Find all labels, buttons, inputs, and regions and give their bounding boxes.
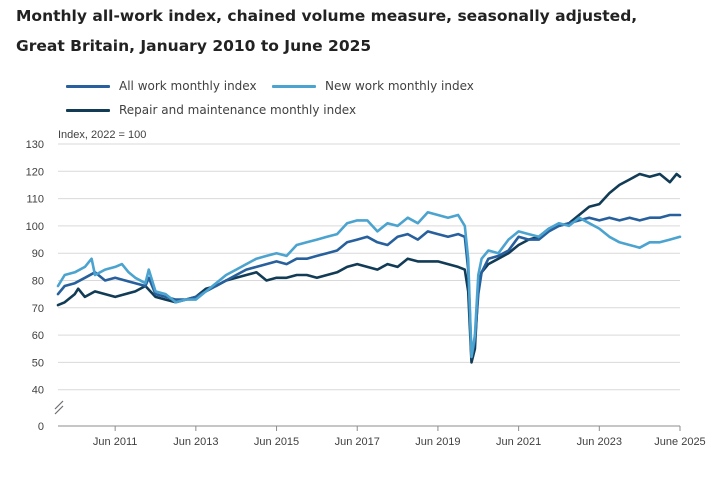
legend-swatch-new-work bbox=[272, 84, 316, 88]
y-tick-label-50: 50 bbox=[32, 357, 44, 369]
x-tick-label: Jun 2013 bbox=[173, 436, 218, 448]
series-line-all-work bbox=[56, 213, 682, 359]
legend-item-new-work: New work monthly index bbox=[272, 79, 474, 93]
y-tick-label-120: 120 bbox=[26, 166, 44, 178]
x-tick-label: Jun 2011 bbox=[93, 436, 137, 448]
y-axis-break-icon bbox=[54, 400, 64, 415]
chart-title-line-1: Monthly all-work index, chained volume m… bbox=[16, 7, 638, 25]
x-tick-label: June 2025 bbox=[654, 436, 705, 448]
y-tick-label-40: 40 bbox=[32, 385, 44, 397]
legend-label-all-work: All work monthly index bbox=[119, 79, 257, 93]
legend-label-new-work: New work monthly index bbox=[325, 79, 474, 93]
legend-swatch-repair bbox=[66, 108, 110, 112]
series-line-repair bbox=[56, 172, 682, 364]
y-tick-label-0: 0 bbox=[38, 421, 44, 433]
y-tick-label-70: 70 bbox=[32, 303, 44, 315]
y-tick-label-80: 80 bbox=[32, 276, 44, 288]
y-tick-label-100: 100 bbox=[26, 221, 44, 233]
x-tick-label: Jun 2023 bbox=[577, 436, 622, 448]
x-tick-label: Jun 2021 bbox=[496, 436, 541, 448]
x-tick-label: Jun 2019 bbox=[415, 436, 460, 448]
legend-item-repair: Repair and maintenance monthly index bbox=[66, 103, 356, 117]
y-tick-label-110: 110 bbox=[26, 194, 44, 206]
y-tick-label-60: 60 bbox=[32, 330, 44, 342]
series-line-new-work bbox=[56, 211, 682, 359]
legend-label-repair: Repair and maintenance monthly index bbox=[119, 103, 357, 117]
x-tick-label: Jun 2015 bbox=[254, 436, 299, 448]
y-tick-label-90: 90 bbox=[32, 248, 44, 260]
y-tick-label-130: 130 bbox=[26, 139, 44, 151]
legend-swatch-all-work bbox=[66, 84, 110, 88]
legend-item-all-work: All work monthly index bbox=[66, 79, 257, 93]
chart-title-line-2: Great Britain, January 2010 to June 2025 bbox=[16, 37, 372, 55]
x-tick-label: Jun 2017 bbox=[335, 436, 380, 448]
y-axis-unit-label: Index, 2022 = 100 bbox=[58, 129, 146, 141]
